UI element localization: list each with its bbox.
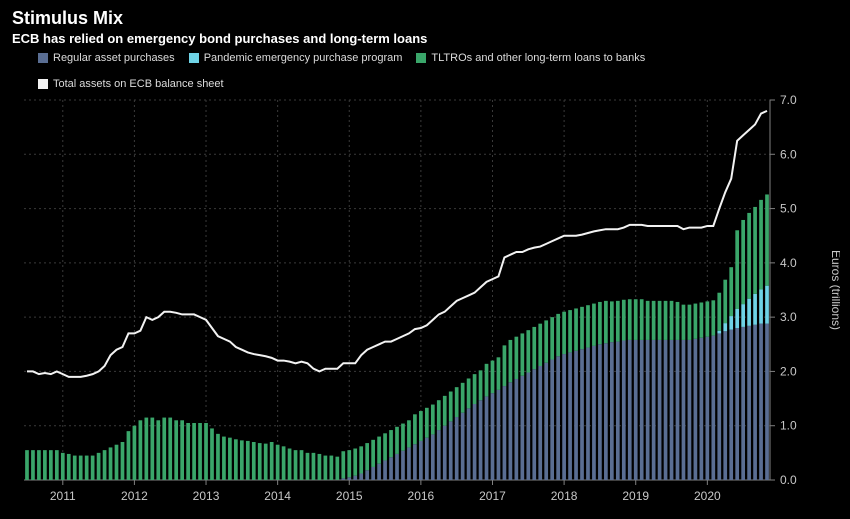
swatch-pandemic: [189, 53, 199, 63]
legend-label-tltro: TLTROs and other long-term loans to bank…: [431, 52, 645, 64]
svg-text:2019: 2019: [622, 489, 649, 503]
legend-item-tltro: TLTROs and other long-term loans to bank…: [416, 52, 645, 64]
legend-label-total: Total assets on ECB balance sheet: [53, 78, 224, 90]
svg-text:Euros (trillions): Euros (trillions): [829, 250, 840, 330]
chart-container: Stimulus Mix ECB has relied on emergency…: [0, 0, 850, 519]
svg-text:2017: 2017: [479, 489, 506, 503]
legend-label-regular: Regular asset purchases: [53, 52, 175, 64]
legend-item-pandemic: Pandemic emergency purchase program: [189, 52, 403, 64]
legend-item-regular: Regular asset purchases: [38, 52, 175, 64]
legend-item-total: Total assets on ECB balance sheet: [38, 78, 224, 90]
svg-text:7.0: 7.0: [780, 94, 797, 107]
svg-text:4.0: 4.0: [780, 256, 797, 270]
svg-text:2012: 2012: [121, 489, 148, 503]
swatch-regular: [38, 53, 48, 63]
svg-text:6.0: 6.0: [780, 147, 797, 161]
chart-svg: 0.0 1.0 2.0 3.0 4.0 5.0 6.0 7.0 2011 2012 2013 2014…: [10, 94, 840, 519]
svg-text:0.0: 0.0: [780, 473, 797, 487]
legend: Regular asset purchases Pandemic emergen…: [38, 52, 840, 90]
svg-text:1.0: 1.0: [780, 419, 797, 433]
chart-plot: 0.0 1.0 2.0 3.0 4.0 5.0 6.0 7.0 2011 2012 2013 2014…: [10, 94, 840, 514]
svg-text:2018: 2018: [551, 489, 578, 503]
svg-text:2.0: 2.0: [780, 364, 797, 378]
chart-subtitle: ECB has relied on emergency bond purchas…: [12, 31, 840, 46]
svg-text:5.0: 5.0: [780, 202, 797, 216]
svg-text:2016: 2016: [408, 489, 435, 503]
svg-text:2011: 2011: [50, 489, 76, 503]
svg-text:3.0: 3.0: [780, 310, 797, 324]
svg-text:2014: 2014: [264, 489, 291, 503]
chart-title: Stimulus Mix: [12, 8, 840, 29]
svg-text:2020: 2020: [694, 489, 721, 503]
legend-label-pandemic: Pandemic emergency purchase program: [204, 52, 403, 64]
swatch-tltro: [416, 53, 426, 63]
swatch-total: [38, 79, 48, 89]
svg-text:2015: 2015: [336, 489, 363, 503]
svg-text:2013: 2013: [193, 489, 220, 503]
